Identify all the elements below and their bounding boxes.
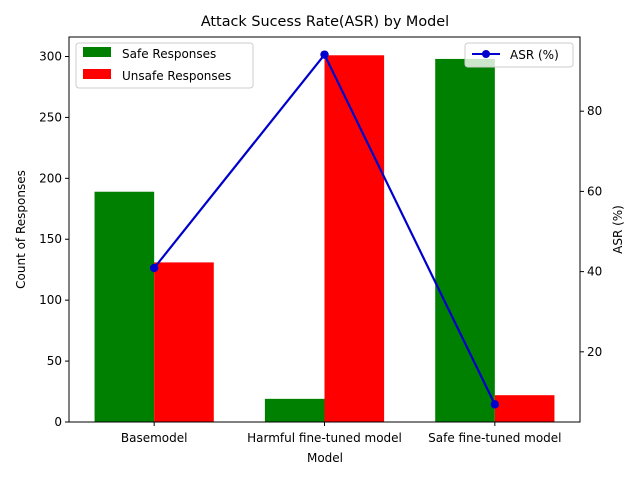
y-tick-label: 150 [39,232,62,246]
bar-safe-2 [435,58,495,422]
asr-line-layer [149,50,500,409]
bar-unsafe-0 [154,262,214,422]
legend-asr-marker [482,50,490,58]
legend-asr-label: ASR (%) [510,48,559,62]
y-tick-label: 250 [39,110,62,124]
legend-safe-label: Safe Responses [122,47,216,61]
bar-unsafe-2 [494,395,555,422]
y-tick-label: 50 [47,354,62,368]
legend-unsafe-swatch [83,69,111,79]
y2-tick-label: 40 [587,265,602,279]
legend-bars: Safe Responses Unsafe Responses [75,42,254,89]
y-tick-label: 0 [54,415,62,429]
asr-point-0 [149,263,159,273]
legend-line-frame [464,42,574,68]
y2-tick-label: 80 [587,104,602,118]
legend-unsafe-label: Unsafe Responses [122,69,231,83]
bar-unsafe-1 [324,55,385,422]
x-axis-label: Model [307,451,343,465]
asr-point-1 [320,50,329,59]
y-axis-label: Count of Responses [14,170,28,289]
x-axis: Basemodel Harmful fine-tuned model Safe fi… [121,422,562,445]
x-tick-label: Harmful fine-tuned model [247,431,402,445]
asr-point-2 [490,400,500,409]
chart-title: Attack Sucess Rate(ASR) by Model [201,14,449,30]
bar-safe-0 [94,191,155,422]
x-tick-label: Basemodel [121,431,188,445]
legend-bars-frame [75,42,254,89]
bar-safe-1 [264,398,325,422]
y2-tick-label: 60 [587,184,602,198]
y-tick-label: 200 [39,171,62,185]
y2-axis-label: ASR (%) [611,205,625,254]
bars-layer [94,55,555,422]
legend-line: ASR (%) [464,42,574,68]
y-tick-label: 300 [39,49,62,63]
legend-safe-swatch [83,47,111,57]
y2-tick-label: 20 [587,345,602,359]
y-tick-label: 100 [39,293,62,307]
y-axis-left: 0 50 100 150 200 250 300 [39,49,69,429]
x-tick-label: Safe fine-tuned model [428,431,561,445]
y-axis-right: 20 40 60 80 [580,104,602,359]
